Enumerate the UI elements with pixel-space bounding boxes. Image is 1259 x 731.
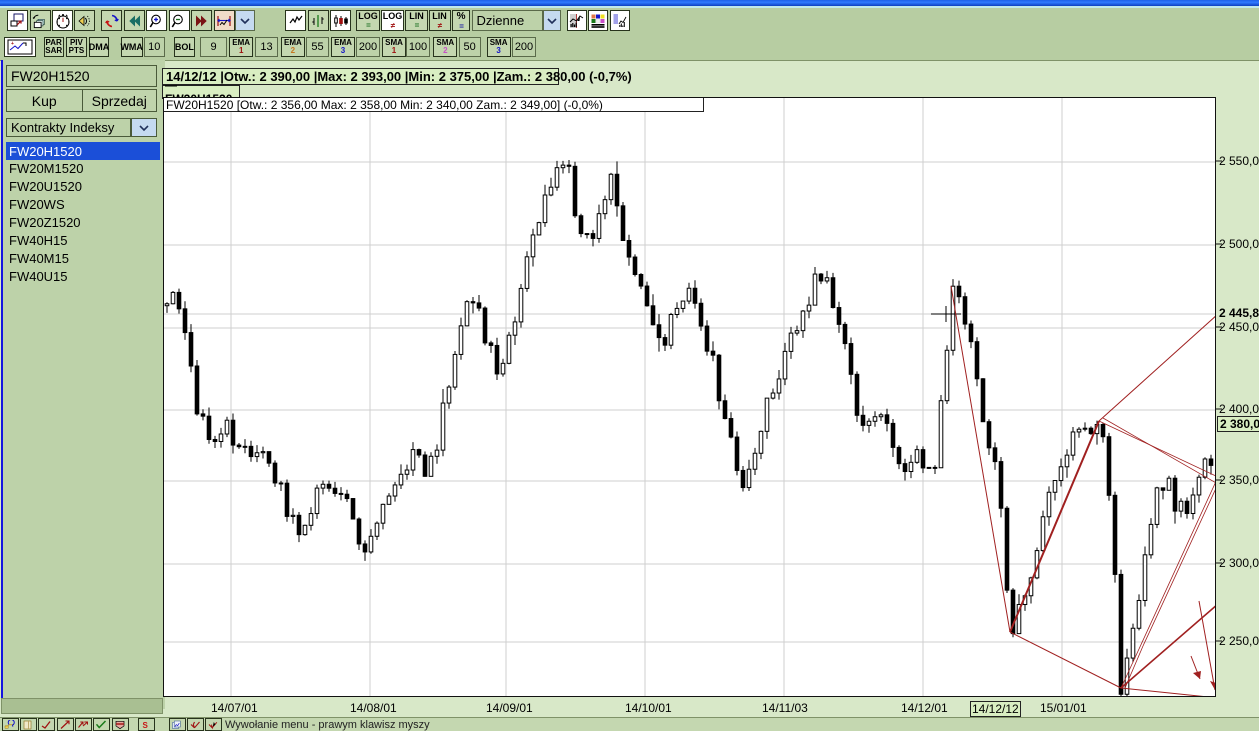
svg-text:+: + <box>11 41 14 47</box>
svg-text:S: S <box>143 721 149 730</box>
